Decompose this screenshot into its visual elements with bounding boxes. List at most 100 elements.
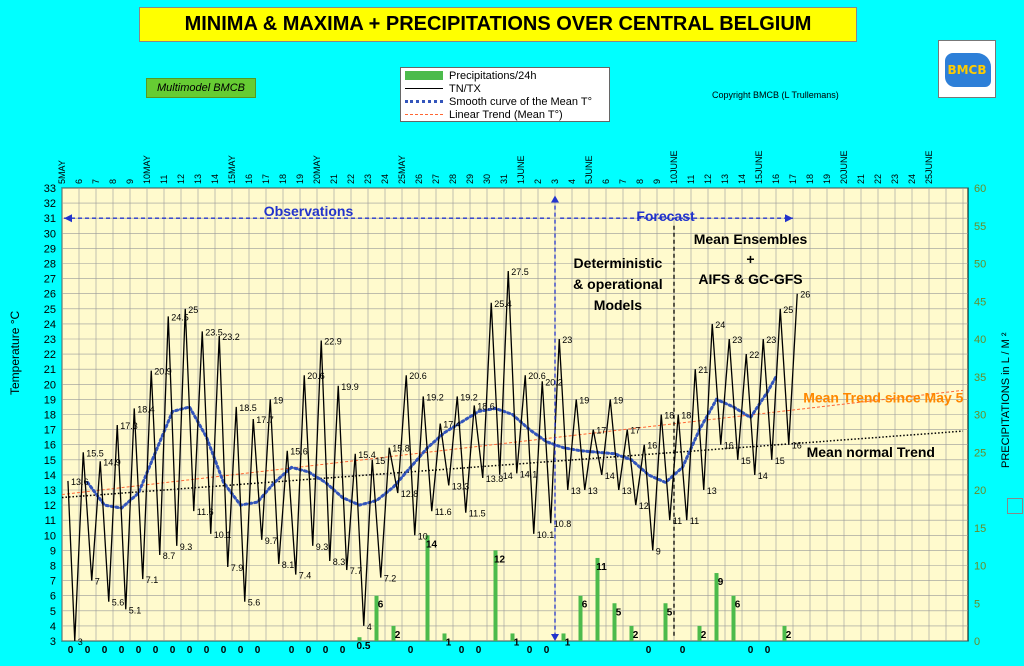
x-tick-label: 31 bbox=[499, 174, 509, 184]
tntx-label: 16 bbox=[724, 441, 734, 451]
y-tick-label: 9 bbox=[50, 545, 56, 557]
y2-tick-label: 35 bbox=[974, 372, 986, 384]
precip-label: 2 bbox=[786, 630, 792, 641]
precip-label: 1 bbox=[565, 637, 571, 648]
legend-tntx: TN/TX bbox=[405, 82, 481, 95]
tntx-label: 12.8 bbox=[401, 489, 419, 499]
tntx-label: 8.7 bbox=[163, 551, 176, 561]
x-tick-label: 15JUNE bbox=[754, 150, 764, 184]
model-label: Multimodel BMCB bbox=[146, 78, 256, 98]
precip-label: 0 bbox=[459, 645, 465, 656]
precip-bar bbox=[510, 633, 515, 641]
tntx-label: 20.9 bbox=[154, 367, 172, 377]
legend-precip: Precipitations/24h bbox=[405, 69, 536, 82]
x-tick-label: 22 bbox=[873, 174, 883, 184]
tntx-label: 20.2 bbox=[545, 377, 563, 387]
precip-bar bbox=[595, 557, 600, 641]
precip-label: 0 bbox=[85, 645, 91, 656]
precip-bar bbox=[442, 633, 447, 641]
precip-label: 1 bbox=[446, 637, 452, 648]
tntx-label: 16 bbox=[647, 441, 657, 451]
x-tick-label: 24 bbox=[907, 174, 917, 184]
precip-bar bbox=[493, 550, 498, 641]
precip-label: 0 bbox=[748, 645, 754, 656]
precip-label: 0 bbox=[680, 645, 686, 656]
x-tick-label: 20MAY bbox=[312, 155, 322, 184]
x-tick-label: 18 bbox=[278, 174, 288, 184]
precip-label: 2 bbox=[633, 630, 639, 641]
tntx-label: 15.4 bbox=[358, 450, 376, 460]
tntx-label: 24.5 bbox=[171, 312, 189, 322]
precip-bar bbox=[697, 625, 702, 641]
x-tick-label: 28 bbox=[448, 174, 458, 184]
tntx-label: 17 bbox=[630, 426, 640, 436]
precip-label: 12 bbox=[494, 554, 506, 565]
precip-label: 11 bbox=[596, 562, 607, 573]
precip-label: 2 bbox=[395, 630, 401, 641]
precip-label: 0 bbox=[340, 645, 346, 656]
tntx-label: 22 bbox=[749, 350, 759, 360]
y2-ticks: 0 5 10 15 20 25 30 35 40 45 50 55 60 bbox=[974, 183, 986, 648]
y2-tick-label: 55 bbox=[974, 221, 986, 233]
y-tick-label: 18 bbox=[44, 410, 56, 422]
tntx-label: 14 bbox=[605, 471, 615, 481]
precip-label: 6 bbox=[378, 600, 384, 611]
tntx-label: 8.1 bbox=[282, 560, 295, 570]
precip-bar bbox=[663, 603, 668, 641]
precip-label: 0 bbox=[204, 645, 210, 656]
y-tick-label: 19 bbox=[44, 394, 56, 406]
y-tick-label: 21 bbox=[44, 364, 56, 376]
x-tick-label: 24 bbox=[380, 174, 390, 184]
x-tick-label: 14 bbox=[737, 174, 747, 184]
tntx-label: 11.6 bbox=[435, 507, 452, 517]
precip-label: 0 bbox=[646, 645, 652, 656]
tntx-label: 18 bbox=[664, 411, 674, 421]
precip-bar bbox=[391, 625, 396, 641]
x-tick-label: 25MAY bbox=[397, 155, 407, 184]
forecast-label: Forecast bbox=[636, 208, 695, 224]
y-tick-label: 26 bbox=[44, 289, 56, 301]
observations-label: Observations bbox=[264, 203, 354, 219]
y-tick-label: 13 bbox=[44, 485, 56, 497]
y-tick-label: 16 bbox=[44, 440, 56, 452]
tntx-label: 13.6 bbox=[71, 477, 89, 487]
y-tick-label: 24 bbox=[44, 319, 56, 331]
y-tick-label: 32 bbox=[44, 198, 56, 210]
y-tick-label: 15 bbox=[44, 455, 56, 467]
tntx-label: 11 bbox=[673, 516, 682, 526]
tntx-label: 7.1 bbox=[146, 575, 159, 585]
y-tick-label: 12 bbox=[44, 500, 56, 512]
tntx-label: 22.9 bbox=[324, 337, 342, 347]
tntx-label: 23.5 bbox=[205, 327, 223, 337]
precip-label: 0 bbox=[544, 645, 550, 656]
y-tick-label: 8 bbox=[50, 561, 56, 573]
precip-bar bbox=[612, 603, 617, 641]
tntx-label: 19.2 bbox=[460, 392, 478, 402]
precip-bar bbox=[425, 535, 430, 641]
x-tick-label: 4 bbox=[567, 179, 577, 184]
tntx-label: 10.8 bbox=[554, 519, 572, 529]
x-tick-label: 10MAY bbox=[142, 155, 152, 184]
tntx-label: 7.7 bbox=[350, 566, 363, 576]
tntx-label: 11.6 bbox=[197, 507, 214, 517]
normal-trend-label: Mean normal Trend bbox=[807, 444, 935, 460]
precip-label: 0 bbox=[527, 645, 533, 656]
tntx-label: 23.2 bbox=[222, 332, 240, 342]
tntx-label: 7.9 bbox=[231, 563, 244, 573]
precip-label: 5 bbox=[616, 607, 622, 618]
x-tick-label: 18 bbox=[805, 174, 815, 184]
y-tick-label: 20 bbox=[44, 379, 56, 391]
legend: Precipitations/24h TN/TX Smooth curve of… bbox=[400, 67, 610, 122]
tntx-label: 7 bbox=[95, 577, 100, 587]
tntx-label: 17 bbox=[596, 426, 606, 436]
x-tick-label: 5MAY bbox=[57, 160, 67, 184]
x-tick-label: 26 bbox=[414, 174, 424, 184]
y-tick-label: 31 bbox=[44, 213, 56, 225]
x-tick-label: 6 bbox=[74, 179, 84, 184]
tntx-label: 15.8 bbox=[392, 444, 410, 454]
ensembles-label: AIFS & GC-GFS bbox=[698, 271, 802, 287]
x-tick-label: 1JUNE bbox=[516, 155, 526, 184]
y-tick-label: 33 bbox=[44, 183, 56, 195]
tntx-label: 14 bbox=[503, 471, 513, 481]
